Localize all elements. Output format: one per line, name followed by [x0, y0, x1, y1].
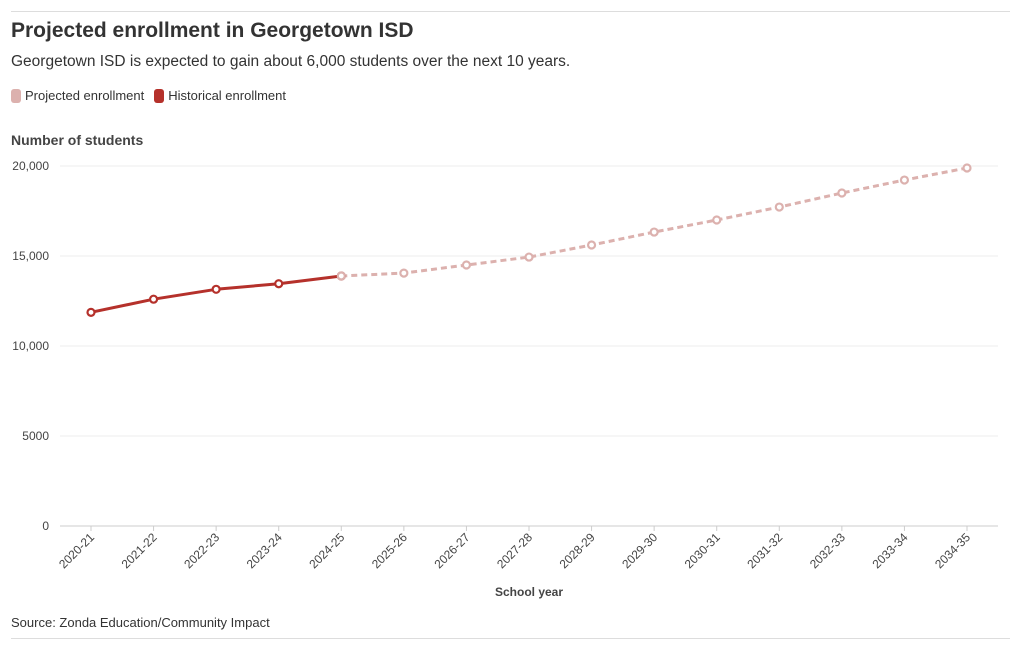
chart-title: Projected enrollment in Georgetown ISD [11, 19, 414, 42]
chart-subtitle: Georgetown ISD is expected to gain about… [11, 53, 571, 70]
x-tick-label: 2028-29 [557, 530, 598, 571]
y-tick-label: 10,000 [12, 339, 49, 353]
data-point [399, 268, 409, 278]
x-tick-label: 2031-32 [744, 530, 785, 571]
x-tick-label: 2024-25 [306, 530, 347, 571]
x-tick-label: 2029-30 [619, 530, 660, 571]
legend: Projected enrollment Historical enrollme… [11, 88, 290, 103]
data-point [524, 252, 534, 262]
legend-swatch [154, 88, 165, 103]
y-tick-label: 0 [42, 519, 49, 533]
top-rule [11, 11, 1010, 12]
series-line-historical [90, 274, 342, 314]
data-point [274, 279, 284, 289]
series-line-projected [341, 166, 968, 278]
y-axis-label: Number of students [11, 132, 144, 148]
y-tick-label: 15,000 [12, 249, 49, 263]
data-point [837, 188, 847, 198]
x-tick-label: 2033-34 [870, 530, 911, 571]
x-tick-label: 2027-28 [494, 530, 535, 571]
x-tick-label: 2030-31 [682, 530, 723, 571]
x-tick-label: 2020-21 [56, 530, 97, 571]
x-tick-label: 2034-35 [932, 530, 973, 571]
data-point [86, 307, 96, 317]
y-tick-label: 5000 [22, 429, 49, 443]
x-axis-label: School year [495, 585, 563, 599]
legend-item-projected[interactable]: Projected enrollment [11, 88, 144, 103]
data-point [461, 260, 472, 270]
x-tick-label: 2026-27 [432, 530, 473, 571]
legend-swatch [11, 88, 21, 103]
x-tick-label: 2021-22 [119, 530, 160, 571]
data-point [148, 294, 159, 304]
legend-label: Historical enrollment [168, 88, 286, 103]
y-tick-label: 20,000 [12, 159, 49, 173]
data-point [336, 271, 346, 281]
bottom-rule [11, 638, 1010, 639]
x-tick-label: 2023-24 [244, 530, 285, 571]
data-point [712, 215, 722, 225]
data-point [899, 175, 910, 185]
x-tick-label: 2022-23 [181, 530, 222, 571]
data-point [586, 240, 597, 250]
legend-label: Projected enrollment [25, 88, 145, 103]
source-note: Source: Zonda Education/Community Impact [11, 615, 270, 630]
x-tick-label: 2032-33 [807, 530, 848, 571]
data-point [211, 284, 221, 294]
data-point [962, 163, 972, 173]
x-tick-label: 2025-26 [369, 530, 410, 571]
data-point [774, 202, 784, 212]
data-point [649, 227, 659, 237]
legend-item-historical[interactable]: Historical enrollment [154, 88, 286, 103]
